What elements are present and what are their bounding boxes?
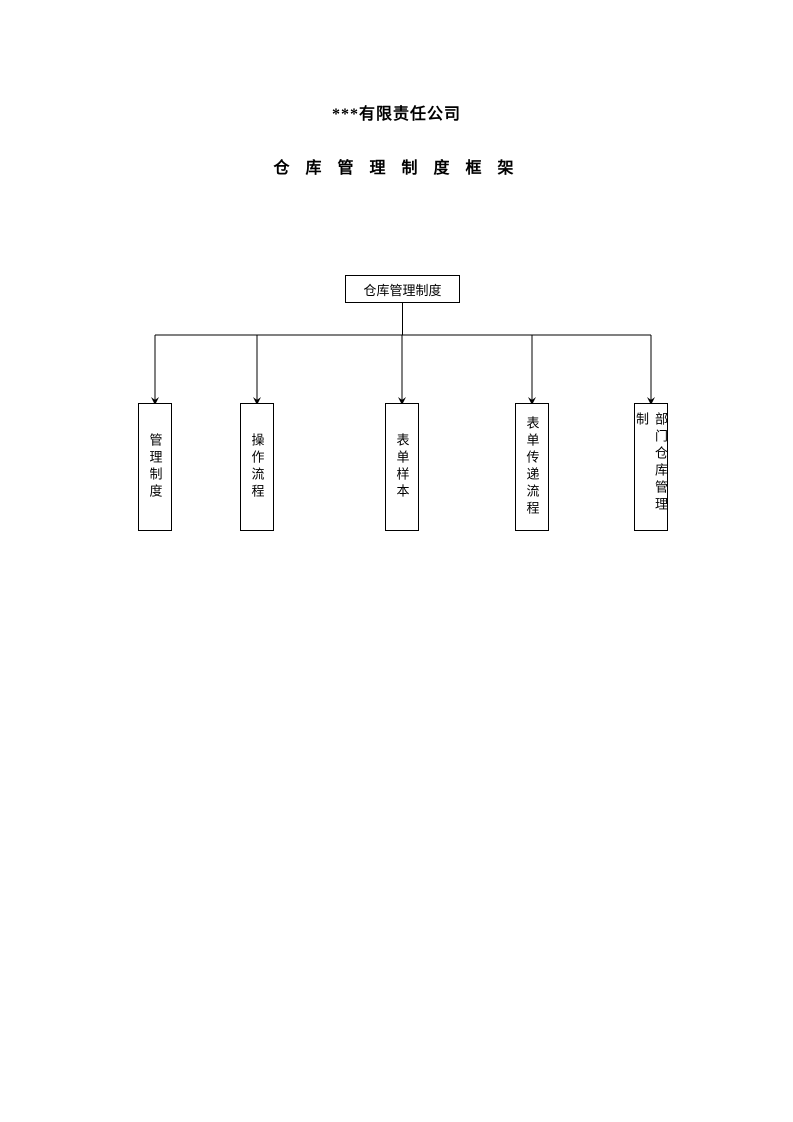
title-block: ***有限责任公司 仓 库 管 理 制 度 框 架 bbox=[0, 100, 793, 178]
child-node: 操作流程 bbox=[240, 403, 274, 531]
company-name: ***有限责任公司 bbox=[0, 100, 793, 124]
child-node: 表单传递流程 bbox=[515, 403, 549, 531]
child-node: 管理制度 bbox=[138, 403, 172, 531]
document-page: ***有限责任公司 仓 库 管 理 制 度 框 架 仓库管理制度管理制度 操作流程… bbox=[0, 0, 793, 1122]
child-node: 表单样本 bbox=[385, 403, 419, 531]
root-node: 仓库管理制度 bbox=[345, 275, 460, 303]
child-node: 部门仓库管理制 bbox=[634, 403, 668, 531]
document-title: 仓 库 管 理 制 度 框 架 bbox=[0, 154, 793, 178]
org-chart: 仓库管理制度管理制度 操作流程 表单样本 表单传递流程 部门仓库管理制 bbox=[0, 275, 793, 575]
